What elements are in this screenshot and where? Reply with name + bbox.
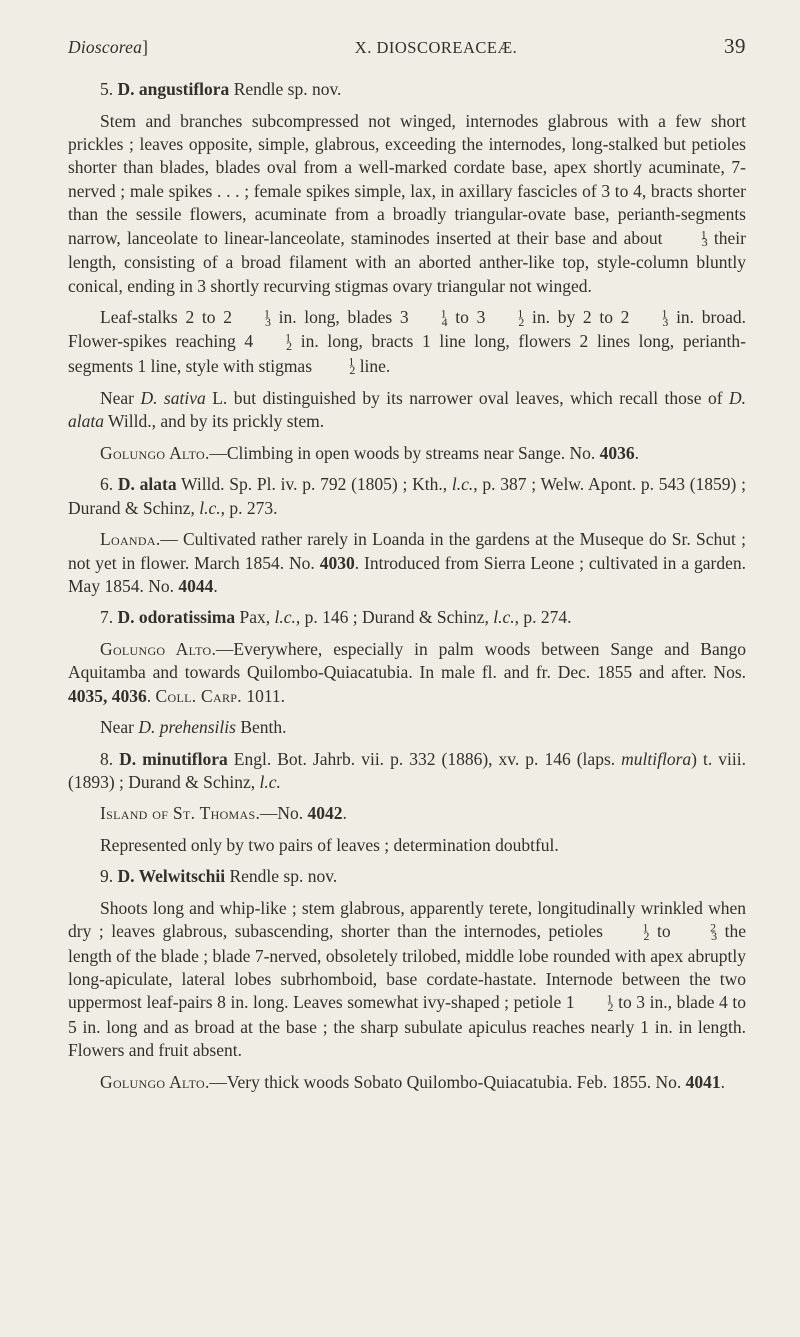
note-paragraph: Represented only by two pairs of leaves … (68, 834, 746, 857)
entry-heading: 5. D. angustiflora Rendle sp. nov. (68, 78, 746, 101)
body-paragraph: Leaf-stalks 2 to 213 in. long, blades 31… (68, 306, 746, 379)
entry-heading: 9. D. Welwitschii Rendle sp. nov. (68, 865, 746, 888)
header-center: X. DIOSCOREACEÆ. (355, 37, 517, 59)
body-paragraph: Stem and branches subcompressed not wing… (68, 110, 746, 298)
note-paragraph: Near D. prehensilis Benth. (68, 716, 746, 739)
body-paragraph: Near D. sativa L. but distinguished by i… (68, 387, 746, 434)
entry-heading: 6. D. alata Willd. Sp. Pl. iv. p. 792 (1… (68, 473, 746, 520)
page: Dioscorea] X. DIOSCOREACEÆ. 39 5. D. ang… (0, 0, 800, 1337)
species-name: D. angustiflora (118, 79, 230, 99)
locality-paragraph: Golungo Alto.—Climbing in open woods by … (68, 442, 746, 465)
page-number: 39 (724, 32, 746, 60)
entry-author: Rendle sp. nov. (234, 79, 342, 99)
entry-heading: 7. D. odoratissima Pax, l.c., p. 146 ; D… (68, 606, 746, 629)
body-paragraph: Shoots long and whip-like ; stem glabrou… (68, 897, 746, 1063)
locality-paragraph: Golungo Alto.—Very thick woods Sobato Qu… (68, 1071, 746, 1094)
entry-heading: 8. D. minutiflora Engl. Bot. Jahrb. vii.… (68, 748, 746, 795)
locality-paragraph: Golungo Alto.—Everywhere, especially in … (68, 638, 746, 708)
locality-paragraph: Loanda.— Cultivated rather rarely in Loa… (68, 528, 746, 598)
header-left: Dioscorea] (68, 36, 148, 59)
entry-number: 5 (100, 79, 109, 99)
running-header: Dioscorea] X. DIOSCOREACEÆ. 39 (68, 32, 746, 60)
genus-name: Dioscorea (68, 37, 142, 57)
bracket: ] (142, 37, 148, 57)
locality-paragraph: Island of St. Thomas.—No. 4042. (68, 802, 746, 825)
